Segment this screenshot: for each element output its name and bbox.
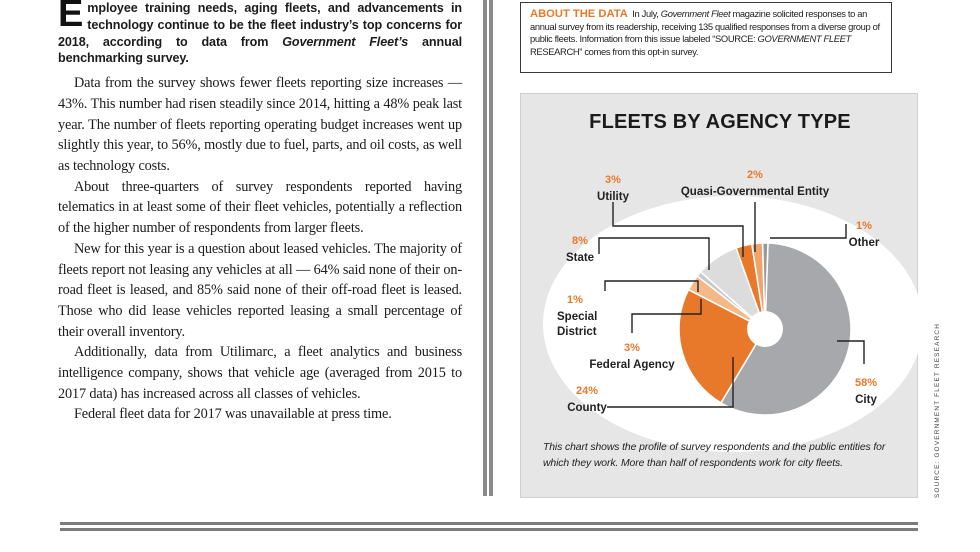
about-magazine: Government Fleet bbox=[660, 8, 731, 19]
paragraph-vehicle-age: Additionally, data from Utilimarc, a fle… bbox=[58, 344, 462, 402]
bottom-rule-1 bbox=[60, 522, 918, 525]
label-name-county: County bbox=[567, 402, 607, 414]
pie-hole bbox=[747, 311, 783, 347]
label-pct-utility: 3% bbox=[605, 174, 621, 186]
about-text-2: magazine solicited responses to an annua… bbox=[530, 8, 880, 45]
lede-publication: Government Fleet’s bbox=[282, 34, 409, 49]
label-name-special-line2: District bbox=[557, 326, 597, 338]
lede-end: annual benchmarking survey. bbox=[58, 34, 462, 66]
drop-cap: E bbox=[58, 0, 84, 35]
chart-panel: FLEETS BY AGENCY TYPE 58% City 24% Count… bbox=[520, 93, 919, 498]
paragraph-federal: Federal fleet data for 2017 was unavaila… bbox=[74, 406, 392, 423]
source-credit: SOURCE: GOVERNMENT FLEET RESEARCH bbox=[934, 322, 941, 498]
leader-federal bbox=[631, 299, 702, 333]
label-name-other: Other bbox=[849, 237, 880, 249]
label-pct-special: 1% bbox=[567, 294, 583, 306]
about-the-data-box: ABOUT THE DATA In July, Government Fleet… bbox=[520, 2, 892, 73]
label-pct-county: 24% bbox=[576, 385, 598, 397]
leader-lines bbox=[598, 202, 865, 408]
pie-slice-city bbox=[719, 242, 852, 416]
about-source-label: GOVERNMENT FLEET bbox=[757, 33, 852, 45]
leader-state bbox=[598, 237, 710, 270]
pie-slice-other bbox=[761, 242, 769, 330]
label-pct-city: 58% bbox=[855, 377, 877, 389]
label-pct-federal: 3% bbox=[624, 342, 640, 354]
leader-utility bbox=[612, 202, 744, 257]
label-name-quasi: Quasi-Governmental Entity bbox=[681, 186, 830, 198]
label-name-federal: Federal Agency bbox=[589, 359, 675, 371]
paragraph-size-budget: Data from the survey shows fewer fleets … bbox=[58, 75, 462, 174]
paragraph-telematics: About three-quarters of survey responden… bbox=[58, 178, 462, 237]
leader-county bbox=[607, 357, 734, 408]
about-text-1: In July, bbox=[632, 8, 661, 19]
label-pct-quasi: 2% bbox=[747, 169, 763, 181]
label-name-special: Special District bbox=[557, 311, 597, 338]
label-name-state: State bbox=[566, 252, 594, 264]
leader-other bbox=[770, 224, 847, 239]
bottom-rule-2 bbox=[60, 528, 918, 531]
label-name-special-line1: Special bbox=[557, 311, 597, 323]
label-pct-other: 1% bbox=[856, 220, 872, 232]
chart-title: FLEETS BY AGENCY TYPE bbox=[589, 111, 851, 133]
about-text-3: RESEARCH” comes from this opt-in survey. bbox=[530, 45, 699, 57]
lede-text: mployee training needs, aging fleets, an… bbox=[58, 1, 462, 49]
leader-special-district bbox=[604, 280, 699, 292]
leader-city bbox=[837, 340, 865, 364]
chart-caption: This chart shows the profile of survey r… bbox=[543, 442, 886, 469]
label-name-city: City bbox=[855, 394, 877, 406]
paragraph-leasing: New for this year is a question about le… bbox=[58, 240, 462, 340]
column-divider bbox=[483, 0, 493, 496]
label-name-utility: Utility bbox=[597, 191, 630, 203]
label-pct-state: 8% bbox=[572, 235, 588, 247]
pie-chart: 58% City 24% County 3% Federal Agency 1%… bbox=[543, 169, 919, 452]
about-heading: ABOUT THE DATA bbox=[530, 8, 628, 20]
